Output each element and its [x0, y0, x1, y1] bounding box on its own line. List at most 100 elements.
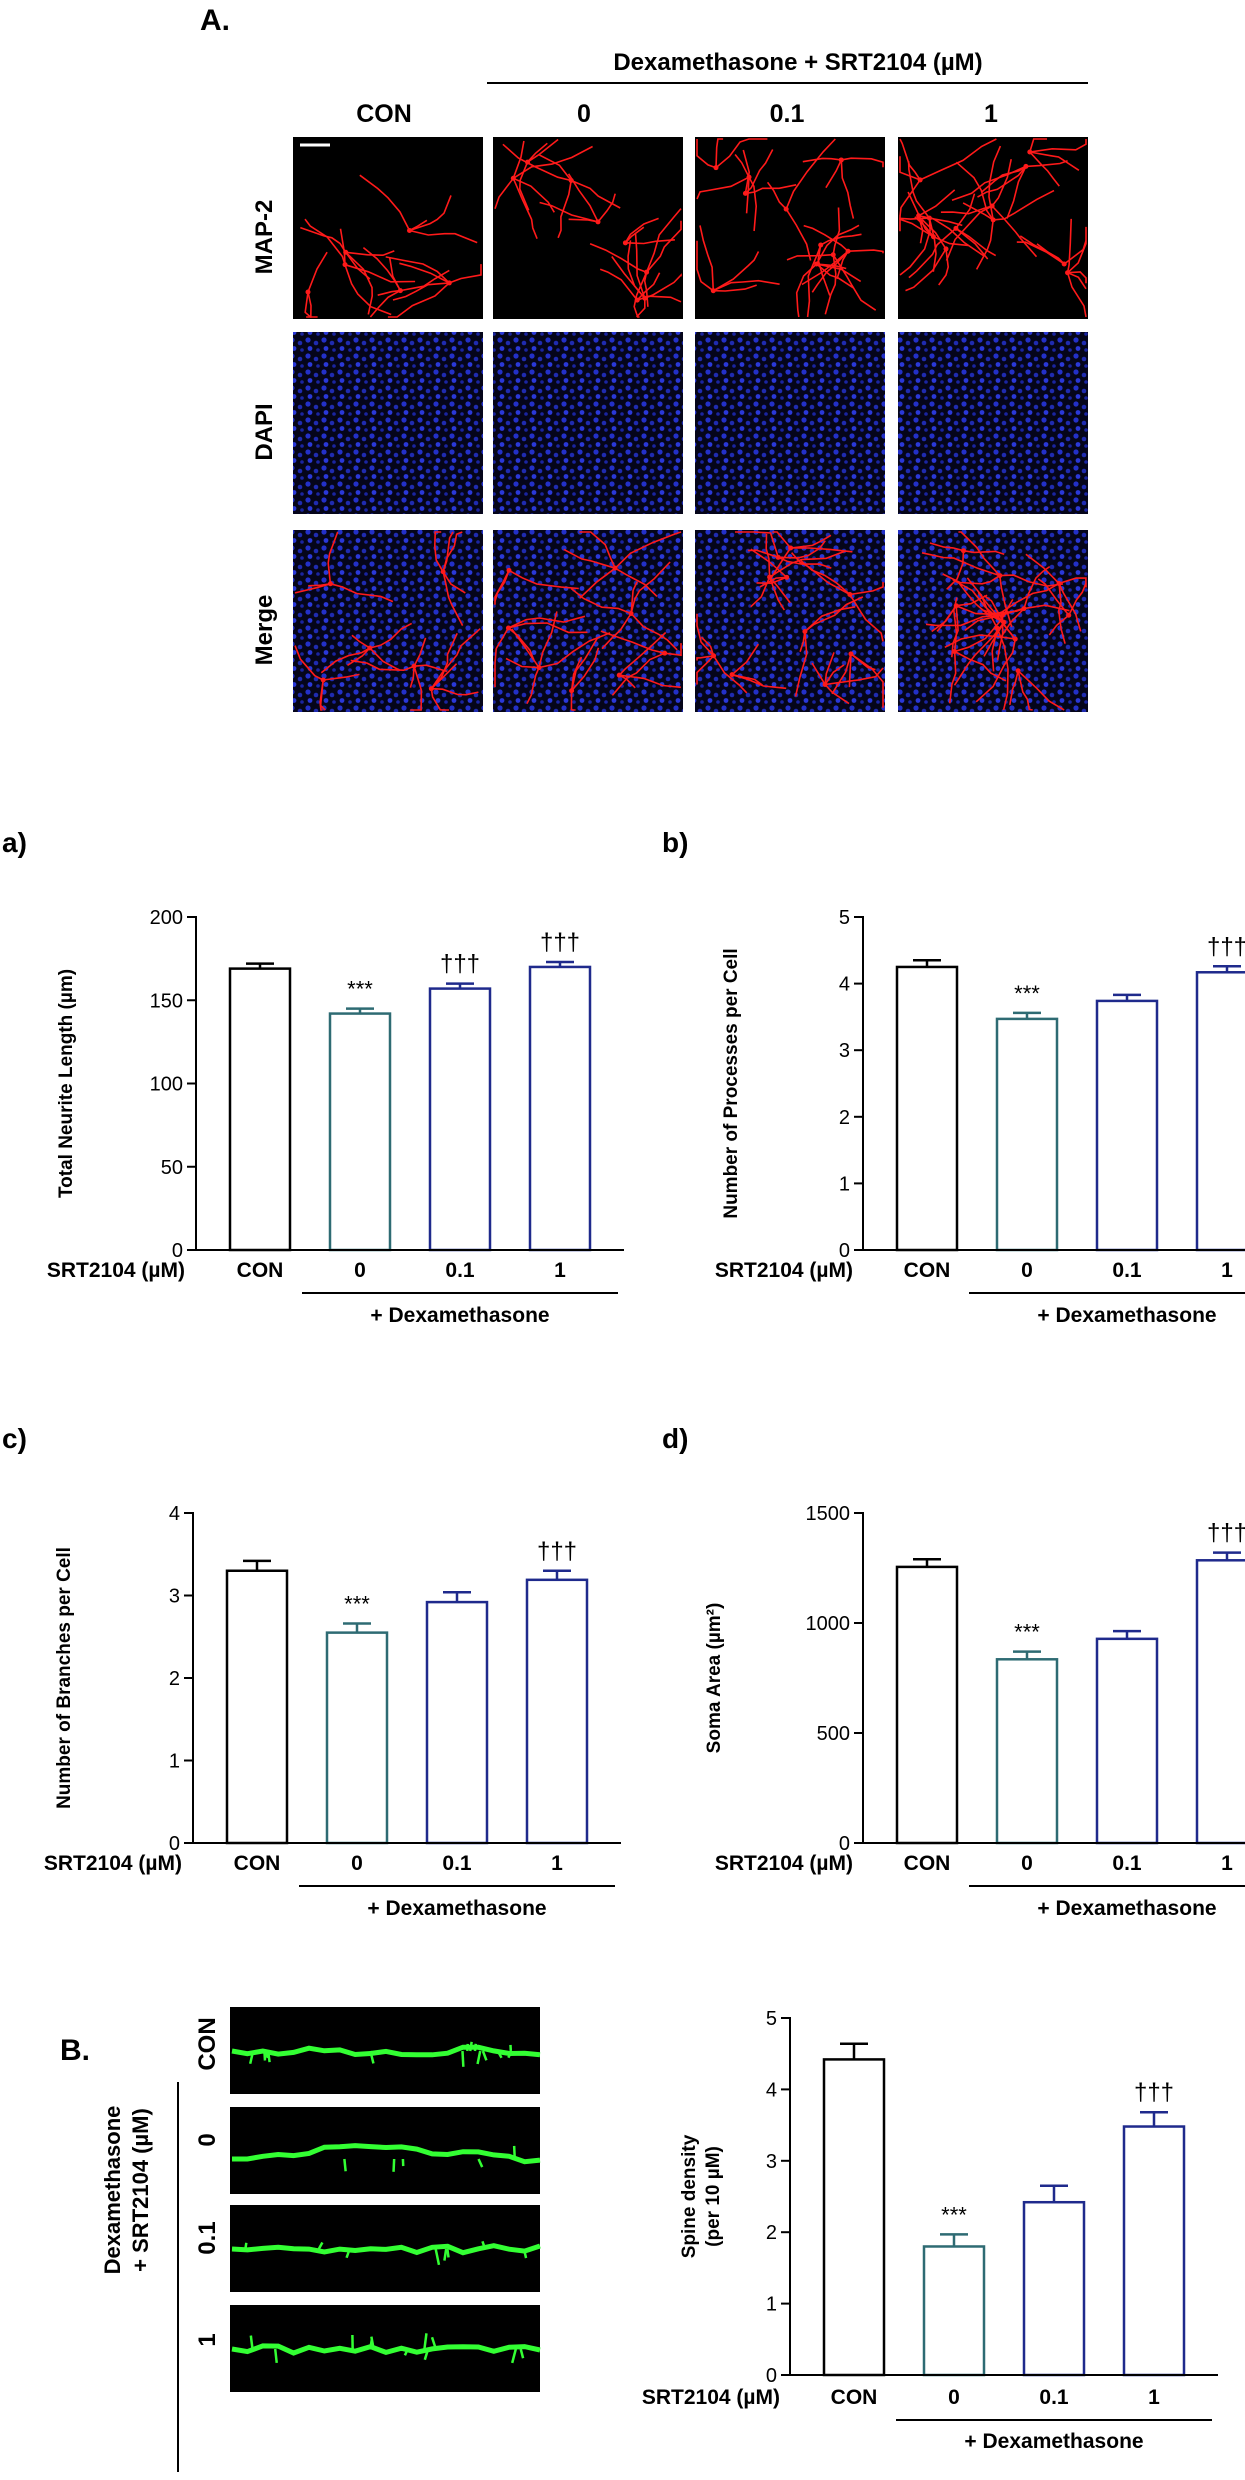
chart-a-x-axis-title: SRT2104 (µM) [47, 1259, 185, 1282]
chart-d-annotation-0: *** [1014, 1620, 1040, 1645]
chart-b: b) 0 1 2 3 4 5 Number of Processes per Cell CON *… [662, 827, 1245, 1327]
chart-b-annotation-1: ††† [1207, 933, 1245, 960]
chart-a-bar-0 [328, 1012, 392, 1252]
chart-a-annotation-0: *** [347, 977, 373, 1002]
spine-image-1 [230, 2305, 541, 2392]
chart-e-y-tick-label: 4 [766, 2079, 777, 2101]
chart-e-x-axis-title: SRT2104 (µM) [642, 2386, 780, 2409]
chart-e-bar-1 [1122, 2125, 1186, 2377]
chart-a-y-tick-label: 100 [150, 1074, 183, 1096]
chart-e-y-tick-label: 5 [766, 2008, 777, 2030]
chart-d-bar-0-1 [1095, 1637, 1159, 1845]
chart-d-category-label-0: 0 [1021, 1852, 1033, 1875]
chart-b-annotation-0: *** [1014, 981, 1040, 1006]
chart-a-category-label-1: 1 [554, 1259, 566, 1282]
chart-b-group-label: + Dexamethasone [1037, 1304, 1216, 1327]
chart-c-y-tick-label: 4 [169, 1503, 180, 1525]
chart-e-y-tick-label: 3 [766, 2151, 777, 2173]
chart-e-category-label-0-1: 0.1 [1039, 2386, 1069, 2409]
chart-d-category-label-1: 1 [1221, 1852, 1233, 1875]
chart-c-y-label: Number of Branches per Cell [54, 1547, 75, 1809]
treatment-header: Dexamethasone + SRT2104 (µM) [613, 49, 982, 76]
row-label-dapi: DAPI [251, 403, 278, 460]
chart-a-bar-0-1 [428, 987, 492, 1252]
side-label-line1: Dexamethasone [100, 2106, 125, 2275]
chart-c: c) 0 1 2 3 4 Number of Branches per Cell CON ***… [2, 1423, 621, 1920]
chart-d-bar-1 [1195, 1559, 1245, 1845]
chart-c-annotation-0: *** [344, 1592, 370, 1617]
chart-e-category-label-0: 0 [948, 2386, 960, 2409]
chart-d-bar-con [895, 1565, 959, 1845]
row-label-map2: MAP-2 [251, 200, 278, 275]
chart-a-group-label: + Dexamethasone [370, 1304, 549, 1327]
chart-a-y-tick-label: 0 [172, 1240, 183, 1262]
chart-a-category-label-0-1: 0.1 [445, 1259, 475, 1282]
chart-c-bar-1 [525, 1578, 589, 1845]
chart-e-category-label-1: 1 [1148, 2386, 1160, 2409]
chart-a-y-tick-label: 200 [150, 907, 183, 929]
micrograph-dapi-1 [898, 332, 1088, 514]
chart-d-annotation-1: ††† [1207, 1520, 1245, 1547]
chart-c-category-label-con: CON [234, 1852, 281, 1875]
spine-row-label-0-1: 0.1 [194, 2221, 221, 2254]
chart-b-bar-0-1 [1095, 999, 1159, 1252]
chart-b-category-label-0: 0 [1021, 1259, 1033, 1282]
chart-c-panel-label: c) [2, 1423, 27, 1454]
chart-a-category-label-0: 0 [354, 1259, 366, 1282]
spine-image-0-1 [230, 2205, 541, 2292]
chart-b-y-tick-label: 3 [839, 1040, 850, 1062]
micrograph-merge-0-1 [695, 530, 885, 712]
chart-c-category-label-0-1: 0.1 [442, 1852, 472, 1875]
chart-d: d) 0 500 1000 1500 Soma Area (µm²) CON *** 0 0.1 †… [662, 1423, 1245, 1920]
chart-c-y-tick-label: 3 [169, 1586, 180, 1608]
spine-image-0 [230, 2107, 541, 2194]
chart-a-annotation-0-1: ††† [440, 951, 480, 978]
chart-a-panel-label: a) [2, 827, 27, 858]
chart-d-y-tick-label: 1000 [806, 1613, 851, 1635]
micrograph-merge-1 [898, 530, 1088, 712]
column-label-con: CON [356, 100, 412, 128]
micrograph-map2-0-1 [695, 137, 885, 319]
chart-b-category-label-1: 1 [1221, 1259, 1233, 1282]
chart-b-y-tick-label: 0 [839, 1240, 850, 1262]
chart-a-y-tick-label: 150 [150, 990, 183, 1012]
panel-b-label: B. [60, 2034, 90, 2067]
spine-row-label-0: 0 [194, 2133, 221, 2146]
micrograph-map2-0 [493, 137, 683, 319]
chart-e-bar-con [822, 2058, 886, 2377]
chart-d-panel-label: d) [662, 1423, 688, 1454]
panel-a-label: A. [200, 4, 230, 37]
chart-e-annotation-0: *** [941, 2202, 967, 2227]
chart-d-y-tick-label: 1500 [806, 1503, 851, 1525]
column-label-0: 0 [577, 100, 591, 128]
chart-d-y-tick-label: 500 [817, 1723, 850, 1745]
column-label-0-1: 0.1 [770, 100, 805, 128]
chart-a: a) 0 50 100 150 200 Total Neurite Length (µm) C… [2, 827, 624, 1327]
chart-a-category-label-con: CON [237, 1259, 284, 1282]
chart-e-bar-0 [922, 2245, 986, 2377]
micrograph-dapi-con [293, 332, 483, 514]
chart-b-bar-1 [1195, 971, 1245, 1252]
chart-c-y-tick-label: 0 [169, 1833, 180, 1855]
chart-e-annotation-1: ††† [1134, 2079, 1174, 2106]
micrograph-merge-0 [493, 530, 683, 712]
chart-c-group-label: + Dexamethasone [367, 1897, 546, 1920]
chart-c-bar-0-1 [425, 1600, 489, 1845]
chart-c-annotation-1: ††† [537, 1538, 577, 1565]
chart-a-y-tick-label: 50 [161, 1157, 183, 1179]
chart-b-y-tick-label: 4 [839, 974, 850, 996]
chart-d-category-label-con: CON [904, 1852, 951, 1875]
chart-e: 0 1 2 3 4 5 Spine density (per 10 µM) CON *** 0 0.1… [642, 2008, 1218, 2453]
micrograph-map2-con [293, 137, 483, 319]
chart-e-y-tick-label: 0 [766, 2365, 777, 2387]
row-label-merge: Merge [251, 595, 278, 666]
chart-d-group-label: + Dexamethasone [1037, 1897, 1216, 1920]
chart-e-y-label-2: (per 10 µM) [703, 2146, 724, 2247]
chart-c-y-tick-label: 1 [169, 1751, 180, 1773]
chart-e-category-label-con: CON [831, 2386, 878, 2409]
chart-e-group-label: + Dexamethasone [964, 2430, 1143, 2453]
chart-b-panel-label: b) [662, 827, 688, 858]
chart-e-y-tick-label: 2 [766, 2222, 777, 2244]
chart-d-y-tick-label: 0 [839, 1833, 850, 1855]
